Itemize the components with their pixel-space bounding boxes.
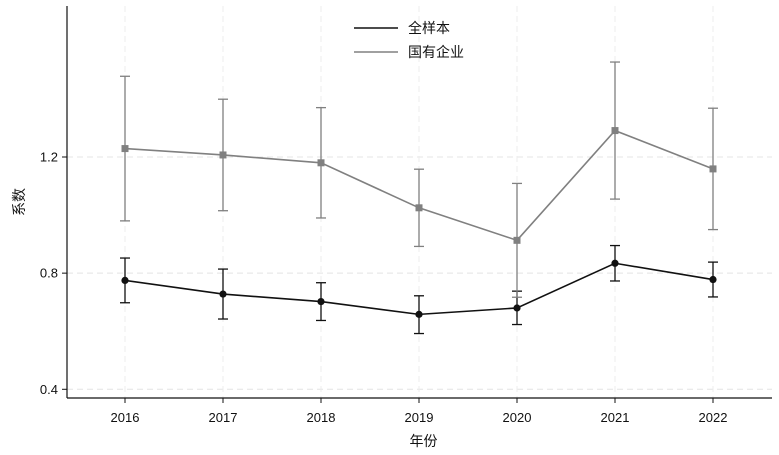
data-point — [121, 276, 129, 284]
series-0 — [120, 244, 718, 335]
y-tick-label: 0.4 — [40, 382, 58, 397]
data-point — [317, 159, 325, 167]
data-point — [121, 145, 129, 153]
data-point — [611, 127, 619, 135]
x-axis-title: 年份 — [410, 434, 438, 450]
data-point — [317, 297, 325, 306]
data-point — [709, 165, 717, 173]
x-tick-label: 2017 — [209, 410, 238, 425]
y-tick-label: 0.8 — [40, 266, 58, 281]
y-tick-label: 1.2 — [40, 149, 58, 164]
legend-label-soe: 国有企业 — [408, 44, 464, 61]
data-point — [513, 304, 521, 312]
ticks: 0.4 0.8 1.2 2016 2017 2018 2019 2020 2021 2022 — [40, 149, 728, 425]
x-tick-label: 2018 — [307, 410, 336, 425]
x-tick-label: 2016 — [111, 410, 140, 425]
y-axis-title: 系数 — [12, 188, 28, 216]
x-tick-label: 2021 — [601, 410, 630, 425]
data-point — [415, 204, 423, 212]
data-point — [709, 275, 717, 284]
x-tick-label: 2020 — [503, 410, 532, 425]
data-point — [219, 290, 227, 298]
legend-label-full-sample: 全样本 — [408, 20, 450, 37]
x-tick-label: 2019 — [405, 410, 434, 425]
legend: 全样本 国有企业 — [354, 20, 464, 61]
data-point — [611, 259, 619, 267]
series — [120, 61, 718, 335]
data-point — [219, 151, 227, 159]
data-point — [513, 236, 521, 244]
series-1 — [120, 61, 718, 298]
data-point — [415, 310, 423, 318]
x-tick-label: 2022 — [699, 410, 728, 425]
